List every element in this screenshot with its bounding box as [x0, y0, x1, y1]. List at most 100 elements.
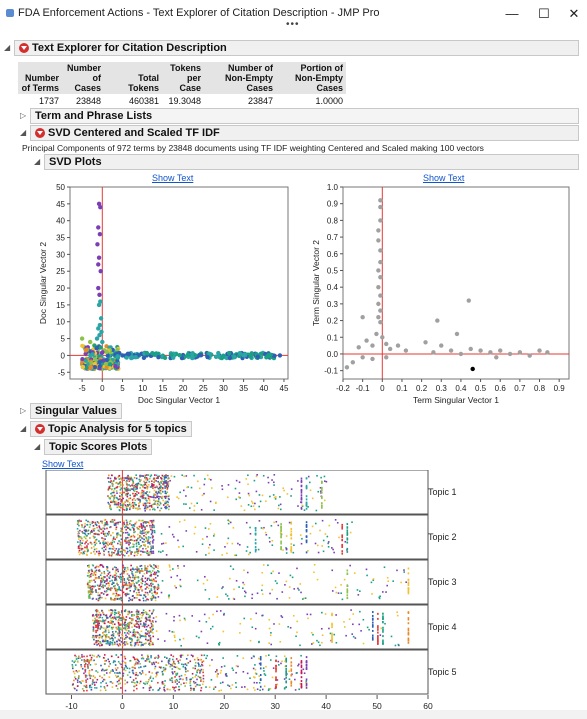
score-point — [340, 592, 342, 595]
score-point — [235, 579, 238, 582]
score-point — [103, 634, 105, 637]
score-point — [183, 503, 185, 505]
score-point — [331, 638, 333, 641]
red-menu-triangle-icon[interactable] — [19, 42, 29, 53]
score-point — [113, 641, 116, 644]
score-point — [157, 638, 159, 640]
score-point — [125, 525, 127, 528]
close-button[interactable]: ✕ — [568, 6, 580, 21]
data-point — [124, 355, 129, 360]
score-point — [144, 497, 147, 499]
score-point — [132, 633, 135, 636]
expand-triangle-icon[interactable]: ▷ — [20, 406, 27, 415]
score-point — [279, 496, 281, 498]
red-menu-triangle-icon[interactable] — [35, 127, 45, 138]
score-point — [377, 635, 379, 638]
expand-triangle-icon[interactable]: ▷ — [20, 111, 27, 120]
score-point — [243, 583, 246, 586]
score-point — [300, 488, 303, 491]
svd-plots-header[interactable]: SVD Plots — [44, 153, 579, 170]
score-point — [90, 593, 92, 595]
score-point — [89, 537, 91, 539]
score-point — [300, 485, 303, 488]
collapse-triangle-icon[interactable]: ◢ — [4, 43, 11, 52]
score-point — [144, 506, 147, 508]
more-options-icon[interactable]: ••• — [286, 19, 300, 30]
data-point — [100, 339, 105, 345]
score-point — [254, 668, 257, 671]
score-point — [175, 678, 178, 681]
score-point — [305, 501, 308, 504]
score-point — [152, 617, 155, 619]
score-point — [112, 670, 114, 672]
score-point — [313, 571, 315, 574]
score-point — [155, 580, 157, 583]
score-point — [206, 535, 208, 538]
collapse-triangle-icon[interactable]: ◢ — [20, 424, 27, 433]
score-point — [96, 634, 99, 637]
score-point — [128, 576, 131, 578]
score-point — [123, 509, 126, 511]
score-point — [116, 492, 118, 494]
score-point — [290, 534, 293, 537]
score-point — [319, 644, 321, 647]
show-text-link-topics[interactable]: Show Text — [42, 459, 84, 469]
score-point — [327, 545, 330, 548]
singular-values-header[interactable]: Singular Values — [30, 402, 122, 419]
score-point — [134, 523, 136, 525]
score-point — [93, 681, 95, 684]
score-point — [71, 667, 74, 670]
score-point — [328, 524, 331, 527]
term-phrase-header[interactable]: Term and Phrase Lists — [30, 107, 579, 124]
score-point — [117, 620, 119, 622]
score-point — [275, 660, 277, 663]
score-point — [152, 595, 155, 598]
score-point — [261, 614, 263, 617]
score-point — [88, 586, 90, 589]
data-point — [255, 354, 260, 359]
minimize-button[interactable]: — — [505, 6, 519, 21]
score-point — [145, 610, 147, 613]
text-explorer-header[interactable]: Text Explorer for Citation Description — [14, 39, 579, 56]
score-point — [149, 495, 152, 498]
score-point — [407, 590, 410, 593]
data-point — [466, 298, 471, 303]
score-point — [183, 565, 185, 567]
score-point — [319, 529, 321, 532]
score-point — [126, 531, 129, 534]
score-point — [102, 566, 105, 568]
score-point — [280, 547, 282, 550]
score-point — [223, 612, 225, 615]
score-point — [133, 525, 136, 527]
score-point — [199, 672, 201, 674]
score-point — [87, 533, 90, 535]
score-point — [118, 587, 121, 589]
score-point — [88, 574, 91, 577]
score-point — [103, 674, 106, 676]
score-point — [147, 598, 149, 601]
topic-analysis-header[interactable]: Topic Analysis for 5 topics — [30, 420, 192, 437]
score-point — [98, 633, 101, 636]
y-tick-label: 35 — [56, 234, 65, 243]
red-menu-triangle-icon[interactable] — [35, 423, 45, 434]
score-point — [112, 536, 115, 539]
score-point — [148, 635, 151, 638]
collapse-triangle-icon[interactable]: ◢ — [20, 128, 27, 137]
show-text-link-term[interactable]: Show Text — [423, 173, 465, 183]
score-point — [407, 629, 410, 632]
score-point — [133, 536, 136, 538]
collapse-triangle-icon[interactable]: ◢ — [34, 442, 41, 451]
score-point — [136, 618, 139, 620]
score-point — [119, 542, 122, 544]
collapse-triangle-icon[interactable]: ◢ — [34, 157, 41, 166]
score-point — [119, 534, 122, 537]
score-point — [115, 612, 118, 614]
score-point — [140, 581, 142, 584]
topic-scores-header[interactable]: Topic Scores Plots — [44, 438, 153, 455]
maximize-button[interactable]: ☐ — [538, 6, 550, 21]
score-point — [99, 542, 102, 544]
score-point — [139, 532, 142, 535]
svd-header[interactable]: SVD Centered and Scaled TF IDF — [30, 124, 579, 141]
show-text-link-doc[interactable]: Show Text — [152, 173, 194, 183]
score-point — [117, 633, 119, 636]
